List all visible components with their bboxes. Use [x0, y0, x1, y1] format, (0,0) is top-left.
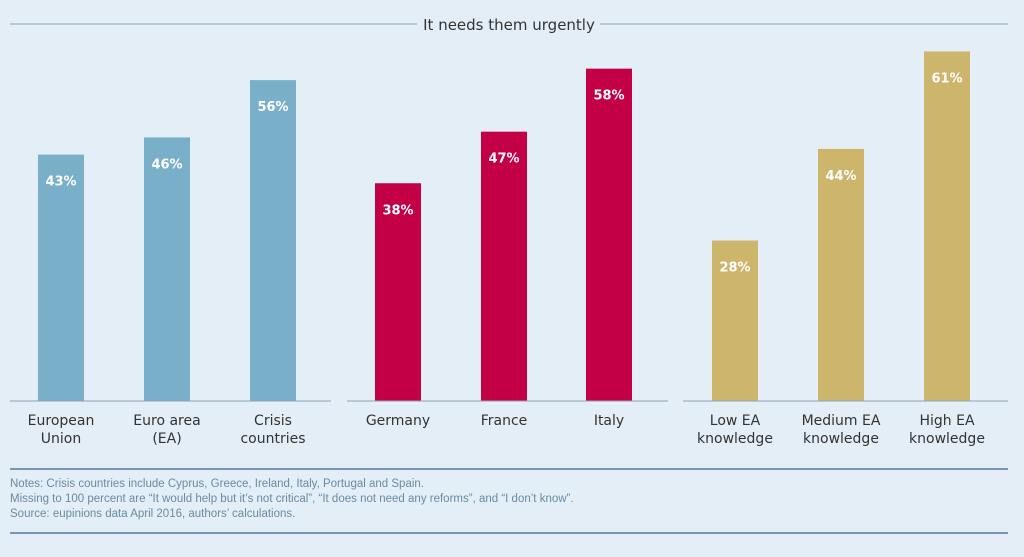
bar — [38, 154, 84, 401]
x-tick-label: Italy — [594, 413, 624, 429]
bar-value-label: 43% — [45, 175, 76, 190]
bar-value-label: 38% — [382, 203, 413, 218]
x-tick-label: European Union — [28, 413, 95, 447]
bar — [375, 183, 421, 401]
x-tick-labels: European Union Euro area (EA) Crisis countrie… — [28, 413, 985, 447]
note-line-1: Notes: Crisis countries include Cyprus, … — [10, 478, 424, 490]
x-tick-label: Germany — [366, 413, 430, 429]
bar — [712, 240, 758, 401]
bar-value-label: 47% — [488, 152, 519, 167]
bar — [924, 51, 970, 401]
note-line-2: Missing to 100 percent are “It would hel… — [10, 493, 574, 505]
chart-title: It needs them urgently — [423, 16, 595, 34]
bar — [144, 137, 190, 401]
bar — [586, 68, 632, 402]
bar-chart: It needs them urgently 43% 46% 56% 38% 47% 58… — [10, 16, 1008, 470]
bars-layer: 43% 46% 56% 38% 47% 58% 28% 44% 61% — [38, 51, 970, 402]
note-line-3: Source: eupinions data April 2016, autho… — [10, 508, 296, 520]
x-tick-label: Euro area (EA) — [133, 413, 200, 447]
notes-bottom-rule — [10, 532, 1008, 534]
bar — [818, 148, 864, 401]
x-tick-label: Crisis countries — [240, 413, 305, 447]
x-tick-label: Low EA knowledge — [697, 413, 773, 447]
bar-value-label: 58% — [593, 89, 624, 104]
bar — [481, 131, 527, 401]
x-tick-label: High EA knowledge — [909, 413, 985, 447]
bar-value-label: 61% — [931, 71, 962, 86]
bar-value-label: 56% — [257, 100, 288, 115]
bar-value-label: 44% — [825, 169, 856, 184]
chart-notes: Notes: Crisis countries include Cyprus, … — [10, 477, 1010, 522]
bar — [250, 80, 296, 401]
bar-value-label: 28% — [719, 261, 750, 276]
x-tick-label: France — [481, 413, 528, 429]
bar-value-label: 46% — [151, 157, 182, 172]
x-tick-label: Medium EA knowledge — [802, 413, 881, 447]
